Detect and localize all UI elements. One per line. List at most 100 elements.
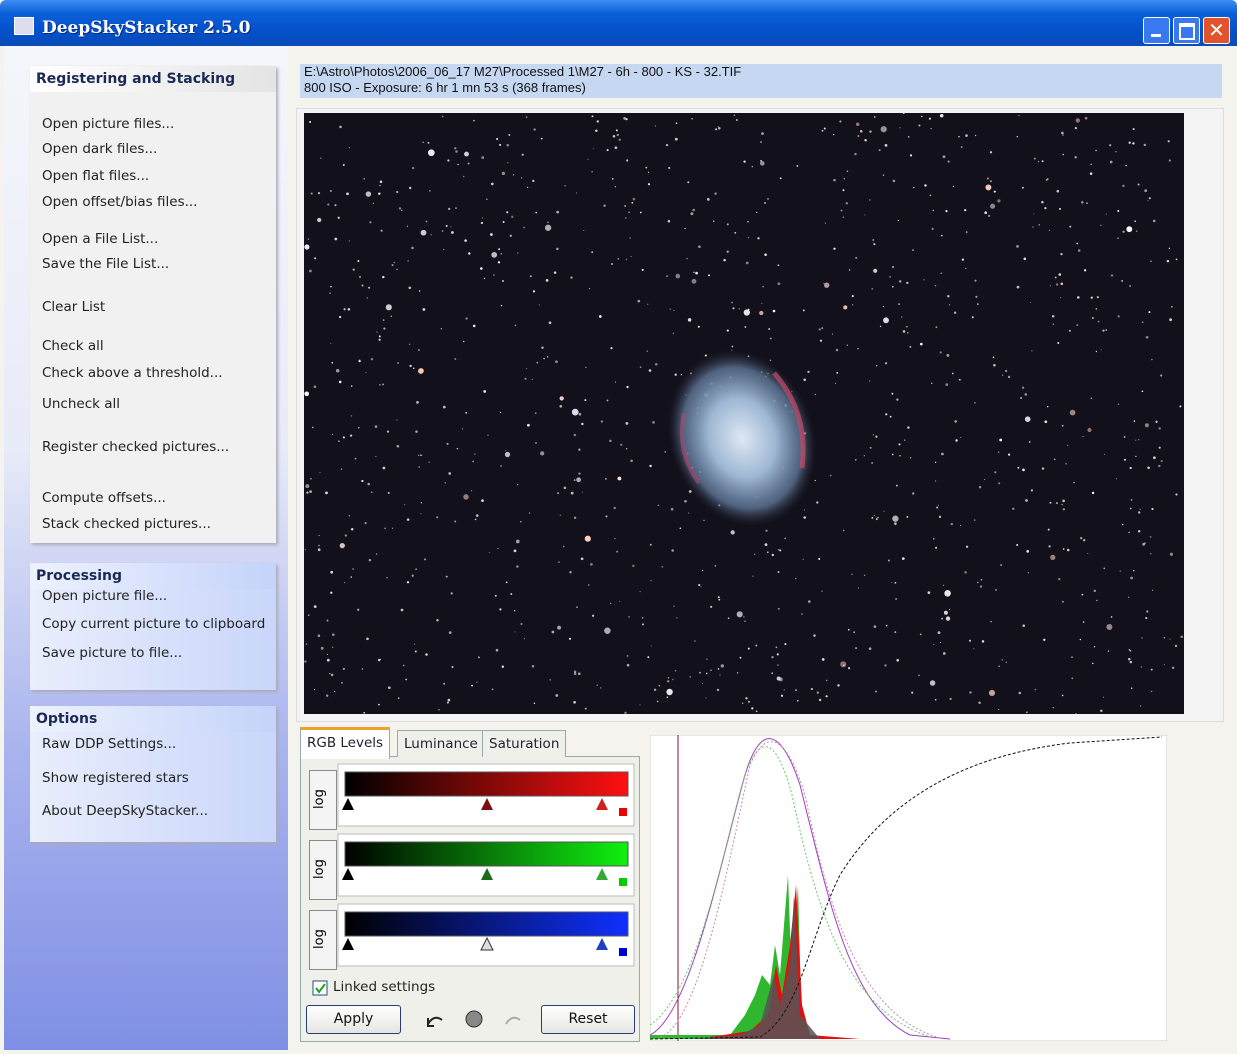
star (779, 177, 782, 180)
star (879, 325, 882, 328)
star (687, 181, 690, 184)
menu-item[interactable]: Register checked pictures... (42, 439, 230, 455)
star (590, 563, 593, 566)
star (472, 460, 474, 463)
menu-item[interactable]: Compute offsets... (42, 490, 166, 506)
tab[interactable]: Saturation (482, 730, 567, 757)
menu-item[interactable]: Clear List (42, 299, 106, 315)
star (546, 356, 549, 358)
menu-item[interactable]: Open flat files... (42, 168, 150, 184)
star (1001, 659, 1004, 661)
green-slider[interactable] (337, 833, 635, 897)
star (942, 652, 946, 655)
menu-item[interactable]: Raw DDP Settings... (42, 736, 177, 752)
star (869, 446, 872, 449)
star (998, 708, 1000, 711)
menu-item[interactable]: Save the File List... (42, 256, 170, 272)
star (868, 647, 872, 650)
star (472, 324, 476, 328)
star (777, 264, 780, 267)
star (330, 591, 333, 594)
star (645, 166, 648, 169)
star (851, 295, 854, 298)
menu-item[interactable]: Copy current picture to clipboard (42, 616, 266, 632)
menu-item[interactable]: Open picture files... (42, 116, 175, 132)
star (983, 478, 985, 481)
star (338, 440, 340, 442)
star (545, 279, 549, 282)
star (947, 160, 950, 163)
star (889, 276, 891, 278)
star (880, 126, 887, 133)
star (595, 129, 598, 132)
star (744, 326, 747, 328)
star (473, 119, 475, 122)
star (1133, 569, 1135, 572)
star (385, 304, 392, 311)
blue-slider[interactable] (337, 903, 635, 967)
apply-button[interactable]: Apply (306, 1005, 401, 1034)
star (857, 348, 859, 350)
star (816, 501, 819, 504)
star (632, 564, 635, 568)
star (1053, 458, 1056, 461)
star (610, 262, 614, 266)
tab[interactable]: RGB Levels (300, 727, 391, 759)
menu-item[interactable]: Save picture to file... (42, 645, 183, 661)
star (751, 165, 754, 168)
star (448, 207, 451, 211)
red-slider[interactable] (337, 763, 635, 827)
log-toggle[interactable]: log (309, 910, 337, 970)
menu-item[interactable]: About DeepSkyStacker... (42, 803, 209, 819)
star (563, 486, 567, 490)
menu-item[interactable]: Check all (42, 338, 104, 354)
star (855, 122, 860, 127)
tab[interactable]: Luminance (397, 730, 485, 757)
star (1022, 468, 1025, 472)
star (887, 559, 890, 562)
menu-item[interactable]: Show registered stars (42, 770, 189, 786)
star (980, 579, 983, 581)
log-toggle[interactable]: log (309, 770, 337, 830)
star (654, 125, 656, 127)
log-toggle[interactable]: log (309, 840, 337, 900)
star (630, 459, 633, 463)
star (1140, 666, 1142, 668)
star (656, 700, 659, 703)
reset-button[interactable]: Reset (541, 1005, 635, 1034)
menu-item[interactable]: Open dark files... (42, 141, 158, 157)
menu-item[interactable]: Open picture file... (42, 588, 168, 604)
star (854, 152, 857, 156)
minimize-button[interactable] (1143, 17, 1170, 44)
star (884, 144, 888, 147)
star (358, 275, 362, 278)
star (631, 201, 634, 204)
menu-item[interactable]: Open offset/bias files... (42, 194, 198, 210)
menu-item[interactable]: Open a File List... (42, 231, 159, 247)
undo-icon[interactable] (427, 1016, 443, 1027)
star (1128, 531, 1130, 534)
star (382, 466, 386, 470)
star (961, 258, 965, 261)
checkbox[interactable] (312, 980, 328, 996)
star (1171, 306, 1173, 308)
star (488, 552, 490, 554)
star (425, 220, 428, 223)
star (765, 529, 768, 532)
linked-settings-label[interactable]: Linked settings (333, 979, 436, 995)
maximize-button[interactable] (1173, 17, 1200, 44)
menu-item[interactable]: Check above a threshold... (42, 365, 223, 381)
star (940, 272, 943, 275)
star (705, 672, 708, 675)
star (584, 535, 591, 542)
star (940, 113, 944, 118)
star (451, 665, 454, 669)
star (855, 647, 858, 650)
star (480, 221, 484, 225)
settings-icon[interactable] (465, 1010, 483, 1028)
star (802, 309, 805, 312)
menu-item[interactable]: Stack checked pictures... (42, 516, 211, 532)
menu-item[interactable]: Uncheck all (42, 396, 121, 412)
star (855, 256, 858, 259)
close-button[interactable]: ✕ (1203, 17, 1230, 44)
